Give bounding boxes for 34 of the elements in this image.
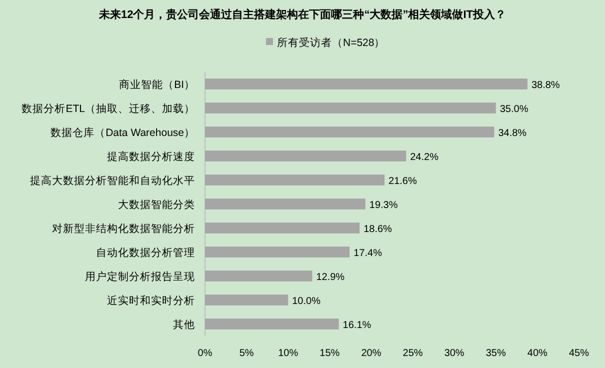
x-tick-label: 10%: [278, 348, 298, 359]
x-tick-label: 25%: [402, 348, 423, 359]
y-tick-label: 商业智能（BI）: [119, 78, 195, 91]
y-tick-label: 其他: [173, 318, 195, 331]
data-label: 21.6%: [388, 176, 417, 187]
y-tick-label: 用户定制分析报告呈现: [85, 270, 195, 283]
data-label: 24.2%: [410, 152, 439, 163]
data-label: 19.3%: [369, 200, 398, 211]
y-tick-label: 自动化数据分析管理: [96, 247, 195, 259]
x-tick-label: 0%: [198, 348, 212, 359]
x-tick-label: 20%: [361, 348, 382, 359]
data-label: 10.0%: [292, 296, 321, 307]
legend-label: 所有受访者（N=528）: [277, 36, 386, 49]
x-tick-label: 40%: [527, 348, 548, 359]
x-tick-label: 35%: [486, 348, 506, 359]
x-tick-label: 5%: [239, 348, 254, 359]
data-label: 16.1%: [342, 320, 372, 331]
data-label: 38.8%: [531, 80, 560, 91]
x-tick-label: 15%: [320, 348, 340, 359]
y-tick-label: 对新型非结构化数据智能分析: [52, 222, 195, 235]
y-tick-label: 大数据智能分类: [118, 198, 195, 211]
y-tick-label: 近实时和实时分析: [107, 294, 195, 307]
x-tick-label: 30%: [444, 348, 464, 359]
data-label: 12.9%: [316, 272, 345, 283]
data-label: 17.4%: [354, 248, 382, 259]
y-tick-label: 提高数据分析速度: [107, 150, 195, 163]
chart-title: 未来12个月，贵公司会通过自主搭建架构在下面哪三种“大数据”相关领域做IT投入？: [98, 8, 506, 21]
y-tick-label: 提高大数据分析智能和自动化水平: [30, 174, 195, 187]
x-tick-label: 45%: [568, 348, 590, 359]
y-tick-label: 数据仓库（Data Warehouse）: [50, 126, 195, 139]
data-label: 35.0%: [500, 104, 528, 115]
data-label: 18.6%: [364, 224, 392, 235]
y-tick-label: 数据分析ETL（抽取、迁移、加载）: [22, 102, 195, 115]
data-label: 34.8%: [498, 128, 527, 139]
